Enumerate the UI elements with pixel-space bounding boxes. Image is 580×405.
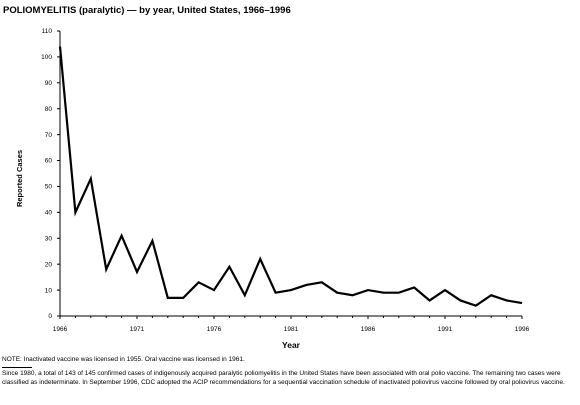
x-tick-label: 1976 [207, 326, 222, 333]
footnote-divider [2, 367, 32, 368]
chart-footnote: Since 1980, a total of 143 of 145 confir… [2, 370, 565, 386]
y-tick-label: 50 [45, 184, 53, 191]
y-tick-label: 40 [45, 210, 53, 217]
x-tick-label: 1986 [361, 326, 376, 333]
x-tick-label: 1981 [284, 326, 299, 333]
y-tick-label: 10 [45, 287, 53, 294]
x-axis-ticks: 1966 1971 1976 1981 1986 1991 1996 [53, 316, 530, 333]
y-tick-label: 80 [45, 106, 53, 113]
y-axis-ticks: 0 10 20 30 40 50 60 70 80 90 100 110 [41, 28, 60, 320]
chart-title: POLIOMYELITIS (paralytic) — by year, Uni… [3, 5, 291, 16]
series-line-0 [58, 46, 523, 307]
series-layer [58, 46, 523, 307]
chart-note: NOTE: Inactivated vaccine was licensed i… [2, 356, 245, 363]
y-tick-label: 20 [45, 261, 53, 268]
x-tick-label: 1996 [515, 326, 530, 333]
y-tick-label: 0 [48, 313, 52, 320]
y-axis-label: Reported Cases [15, 150, 24, 207]
x-tick-label: 1991 [438, 326, 453, 333]
y-tick-label: 110 [42, 28, 53, 35]
y-tick-label: 100 [41, 54, 52, 61]
y-tick-label: 90 [45, 80, 53, 87]
y-tick-label: 60 [45, 158, 53, 165]
x-tick-label: 1971 [130, 326, 145, 333]
x-tick-label: 1966 [53, 326, 68, 333]
x-axis-label: Year [282, 340, 301, 350]
y-tick-label: 30 [45, 235, 53, 242]
y-tick-label: 70 [45, 132, 53, 139]
